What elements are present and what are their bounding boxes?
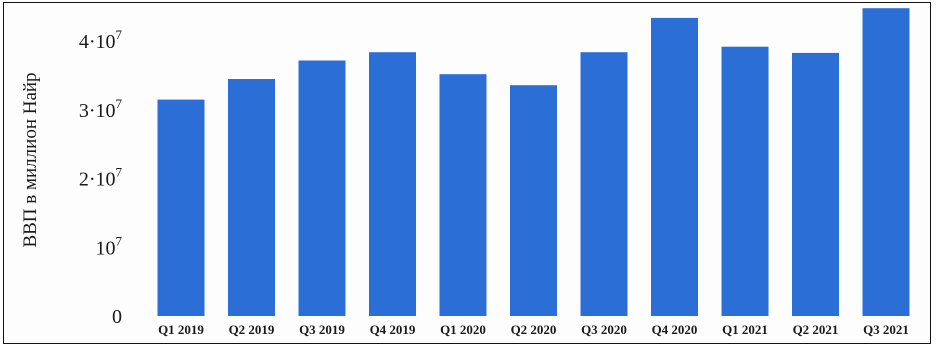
x-tick-label: Q1 2021 xyxy=(722,322,768,337)
x-tick-label: Q4 2020 xyxy=(652,322,698,337)
x-tick-label: Q3 2020 xyxy=(581,322,627,337)
bar-q4-2019 xyxy=(369,52,416,316)
bar-q3-2021 xyxy=(862,8,910,316)
x-tick-label: Q1 2019 xyxy=(158,322,204,337)
bar-q3-2020 xyxy=(580,52,628,316)
bar-q1-2021 xyxy=(721,46,769,316)
bar-q2-2020 xyxy=(510,85,557,316)
x-tick-label: Q3 2019 xyxy=(299,322,345,337)
y-tick-label: 0 xyxy=(112,306,122,328)
y-tick-label: 3·107 xyxy=(79,96,123,122)
y-tick-label: 107 xyxy=(96,233,123,259)
x-tick-label: Q1 2020 xyxy=(440,322,486,337)
x-tick-label: Q2 2020 xyxy=(511,322,557,337)
x-tick-labels: Q1 2019 Q2 2019 Q3 2019 Q4 2019 Q1 2020 Q2 20… xyxy=(158,322,909,337)
x-tick-label: Q2 2021 xyxy=(793,322,839,337)
bar-q1-2020 xyxy=(439,74,487,316)
bar-q1-2019 xyxy=(157,99,205,316)
x-tick-label: Q4 2019 xyxy=(370,322,416,337)
bar-q2-2021 xyxy=(792,52,839,317)
bar-q3-2019 xyxy=(298,60,346,316)
y-tick-label: 2·107 xyxy=(79,165,123,191)
x-tick-label: Q3 2021 xyxy=(863,322,909,337)
x-tick-label: Q2 2019 xyxy=(229,322,275,337)
bar-q2-2019 xyxy=(228,79,275,316)
bars-group xyxy=(157,8,910,317)
y-tick-label: 4·107 xyxy=(79,27,123,53)
y-axis-title: ВВП в миллион Найр xyxy=(20,72,41,247)
bar-q4-2020 xyxy=(651,17,698,317)
y-tick-labels: 0 107 2·107 3·107 4·107 xyxy=(79,27,123,328)
